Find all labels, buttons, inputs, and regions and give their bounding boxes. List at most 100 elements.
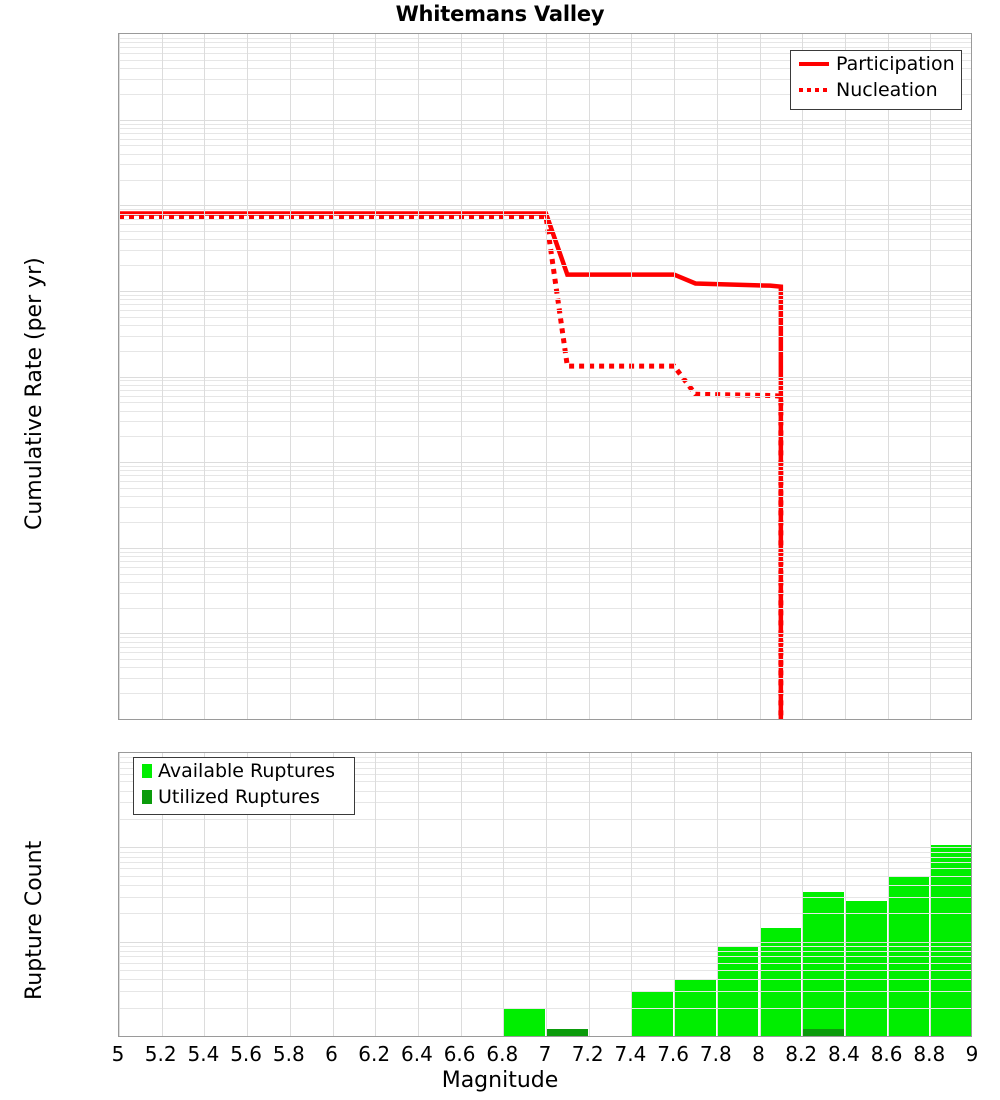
grid-line-vertical xyxy=(802,753,804,1036)
grid-line-horizontal xyxy=(119,913,971,915)
legend-item[interactable]: Nucleation xyxy=(791,77,961,103)
grid-line-horizontal xyxy=(119,309,971,311)
grid-line-horizontal xyxy=(119,123,971,125)
grid-line-vertical xyxy=(503,34,505,719)
bar-utilized-ruptures xyxy=(803,1029,844,1036)
grid-line-vertical xyxy=(417,753,419,1036)
grid-line-horizontal xyxy=(119,693,971,695)
grid-line-vertical xyxy=(546,753,547,1036)
grid-line-vertical xyxy=(460,753,462,1036)
grid-line-vertical xyxy=(161,753,163,1036)
grid-line-horizontal xyxy=(119,218,971,220)
grid-line-vertical xyxy=(631,34,633,719)
x-axis-tick-label: 5.8 xyxy=(272,1042,305,1066)
grid-line-horizontal xyxy=(119,652,971,654)
grid-line-horizontal xyxy=(119,231,971,232)
grid-line-vertical xyxy=(161,34,163,719)
grid-line-vertical xyxy=(844,753,846,1036)
grid-line-horizontal xyxy=(119,410,971,412)
grid-line-vertical xyxy=(759,34,761,719)
grid-line-horizontal xyxy=(119,213,971,215)
grid-line-vertical xyxy=(375,753,377,1036)
color-swatch-icon xyxy=(142,764,152,778)
grid-line-vertical xyxy=(247,753,249,1036)
grid-line-horizontal xyxy=(119,145,971,147)
grid-line-vertical xyxy=(930,753,932,1036)
grid-line-vertical xyxy=(887,753,889,1036)
grid-line-vertical xyxy=(716,753,718,1036)
grid-line-vertical xyxy=(289,753,291,1036)
grid-line-horizontal xyxy=(119,856,971,858)
x-axis-tick-label: 8.4 xyxy=(827,1042,860,1066)
x-axis-tick-label: 7.2 xyxy=(571,1042,604,1066)
legend-item[interactable]: Available Ruptures xyxy=(134,758,354,784)
grid-line-horizontal xyxy=(119,224,971,226)
figure-title: Whitemans Valley xyxy=(395,2,605,26)
legend-item[interactable]: Utilized Ruptures xyxy=(134,784,354,810)
grid-line-vertical xyxy=(802,34,804,719)
grid-line-horizontal xyxy=(119,781,971,783)
grid-line-vertical xyxy=(204,753,206,1036)
bar-utilized-ruptures xyxy=(547,1029,588,1036)
grid-line-vertical xyxy=(887,34,889,719)
x-axis-tick-label: 5.6 xyxy=(230,1042,262,1066)
grid-line-vertical xyxy=(930,34,932,719)
grid-line-vertical xyxy=(674,34,676,719)
grid-line-horizontal xyxy=(119,802,971,804)
grid-line-horizontal xyxy=(119,868,971,870)
grid-line-horizontal xyxy=(119,209,971,211)
grid-line-horizontal xyxy=(119,496,971,498)
grid-line-horizontal xyxy=(119,991,971,992)
grid-line-horizontal xyxy=(119,153,971,155)
grid-line-horizontal xyxy=(119,962,971,964)
solid-line-icon xyxy=(797,56,831,72)
grid-line-horizontal xyxy=(119,790,971,792)
grid-line-horizontal xyxy=(119,1007,971,1009)
grid-line-horizontal xyxy=(119,818,971,820)
grid-line-vertical xyxy=(460,34,462,719)
legend-label: Participation xyxy=(836,52,955,75)
grid-line-horizontal xyxy=(119,53,971,54)
x-axis-tick-label: 8 xyxy=(752,1042,765,1066)
grid-line-horizontal xyxy=(119,380,971,382)
legend-label: Available Ruptures xyxy=(158,759,335,782)
rupture-count-legend: Available Ruptures Utilized Ruptures xyxy=(133,757,355,815)
x-axis-tick-label: 6.6 xyxy=(443,1042,476,1066)
grid-line-horizontal xyxy=(119,607,971,609)
grid-line-horizontal xyxy=(119,941,971,943)
grid-line-horizontal xyxy=(119,884,971,886)
grid-line-horizontal xyxy=(119,127,971,129)
grid-line-horizontal xyxy=(119,946,971,947)
legend-label: Utilized Ruptures xyxy=(158,785,320,808)
legend-item[interactable]: Participation xyxy=(791,51,961,77)
grid-line-horizontal xyxy=(119,78,971,80)
grid-line-horizontal xyxy=(119,847,971,849)
grid-line-horizontal xyxy=(119,506,971,508)
grid-line-horizontal xyxy=(119,350,971,352)
bar-available-ruptures xyxy=(504,1007,545,1036)
grid-line-horizontal xyxy=(119,678,971,680)
grid-line-vertical xyxy=(289,34,291,719)
bar-available-ruptures xyxy=(888,875,930,1036)
grid-line-horizontal xyxy=(119,581,971,583)
grid-line-horizontal xyxy=(119,265,971,267)
grid-line-horizontal xyxy=(119,395,971,397)
grid-line-horizontal xyxy=(119,37,971,39)
grid-line-vertical xyxy=(759,753,761,1036)
grid-line-horizontal xyxy=(119,773,971,775)
grid-line-vertical xyxy=(417,34,419,719)
grid-line-horizontal xyxy=(119,93,971,95)
x-axis-tick-label: 6.4 xyxy=(400,1042,433,1066)
grid-line-horizontal xyxy=(119,250,971,251)
cumulative-rate-plot xyxy=(118,33,972,720)
grid-line-horizontal xyxy=(119,481,971,483)
grid-line-horizontal xyxy=(119,179,971,181)
x-axis-tick-label: 7.8 xyxy=(699,1042,732,1066)
grid-line-vertical xyxy=(119,753,120,1036)
grid-line-horizontal xyxy=(119,376,971,378)
grid-line-horizontal xyxy=(119,875,971,877)
dotted-line-icon xyxy=(797,82,831,98)
x-axis-tick-label: 6 xyxy=(325,1042,338,1066)
x-axis-tick-label: 8.2 xyxy=(785,1042,818,1066)
